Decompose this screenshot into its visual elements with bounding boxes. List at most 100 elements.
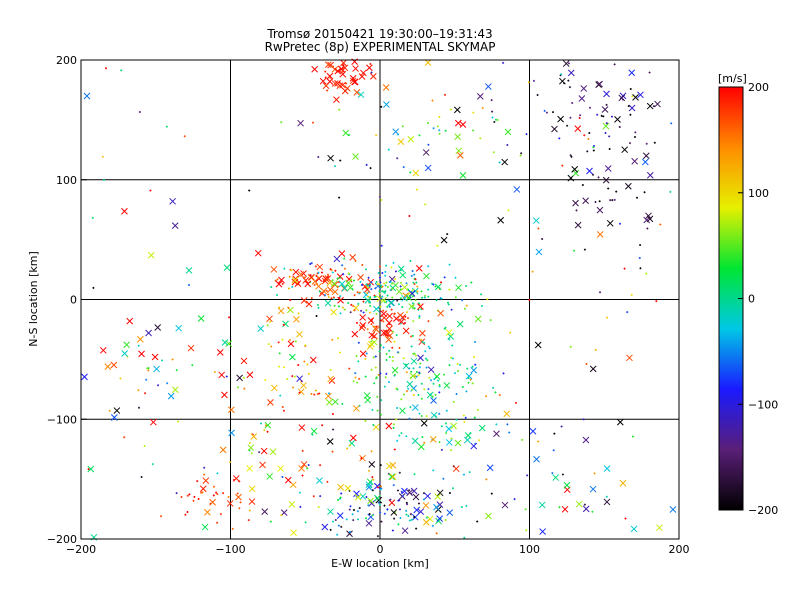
cross-point-102	[454, 133, 462, 141]
dot-point-267	[454, 276, 457, 279]
dot-point-1201	[236, 386, 239, 389]
dot-point-98	[653, 141, 656, 144]
cross-point-776	[325, 398, 333, 406]
dot-point-427	[388, 305, 391, 308]
cross-point-928	[365, 483, 373, 491]
cross-point-806	[267, 399, 274, 406]
dot-point-1035	[301, 474, 304, 477]
cross-point-1044	[331, 398, 339, 406]
cross-point-187	[646, 215, 654, 223]
cross-point-15	[326, 72, 334, 80]
dot-point-48	[567, 62, 570, 65]
dot-point-1183	[652, 105, 655, 108]
cross-point-385	[397, 265, 405, 273]
dot-point-674	[392, 330, 395, 333]
dot-point-68	[618, 126, 621, 129]
dot-point-721	[396, 406, 399, 409]
cross-point-859	[346, 530, 353, 538]
dot-point-97	[604, 131, 607, 134]
dot-point-294	[384, 284, 387, 287]
dot-point-1136	[638, 256, 641, 259]
dot-point-840	[365, 496, 368, 499]
cross-point-784	[287, 340, 295, 348]
cross-point-673	[310, 427, 318, 435]
dot-point-162	[541, 237, 544, 240]
dot-point-1153	[495, 423, 498, 426]
cross-point-1043	[327, 508, 334, 516]
dot-point-757	[143, 445, 146, 448]
dot-point-726	[372, 356, 375, 359]
dot-point-463	[391, 287, 394, 290]
dot-point-722	[402, 357, 405, 360]
dot-point-1245	[645, 272, 648, 275]
cross-point-1250	[603, 498, 611, 506]
dot-point-638	[400, 398, 403, 401]
cross-point-891	[410, 487, 418, 495]
dot-point-88	[613, 63, 616, 66]
dot-point-577	[445, 432, 448, 435]
dot-point-1199	[149, 189, 152, 192]
dot-point-520	[375, 325, 378, 328]
dot-point-704	[402, 393, 405, 396]
dot-point-440	[384, 270, 387, 273]
dot-point-322	[392, 261, 395, 264]
dot-point-412	[416, 285, 419, 288]
dot-point-985	[247, 519, 250, 522]
dot-point-739	[267, 343, 270, 346]
dot-point-823	[175, 369, 178, 372]
dot-point-268	[465, 304, 468, 307]
dot-point-1138	[606, 316, 609, 319]
dot-point-649	[464, 416, 467, 419]
cross-point-59	[654, 100, 661, 108]
dot-point-590	[376, 395, 379, 398]
dot-point-387	[378, 292, 381, 295]
dot-point-1113	[91, 216, 94, 219]
dot-point-553	[405, 435, 408, 438]
cross-point-1198	[223, 264, 231, 271]
dot-point-724	[428, 347, 431, 350]
dot-point-1070	[506, 423, 509, 426]
dot-point-441	[287, 306, 290, 309]
dot-point-91	[608, 148, 611, 151]
dot-point-579	[415, 370, 418, 373]
dot-point-587	[473, 356, 476, 359]
dot-point-760	[177, 420, 180, 423]
dot-point-906	[448, 492, 451, 495]
dot-point-405	[362, 311, 365, 314]
dot-point-1242	[573, 249, 576, 252]
dot-point-169	[598, 200, 601, 203]
cross-point-43	[603, 90, 610, 98]
dot-point-925	[407, 515, 410, 518]
dot-point-595	[478, 439, 481, 442]
dot-point-316	[331, 279, 334, 282]
dot-point-289	[343, 257, 346, 260]
dot-point-356	[420, 290, 423, 293]
dot-point-1032	[372, 423, 375, 426]
dot-point-249	[330, 297, 333, 300]
dot-point-797	[288, 339, 291, 342]
cross-point-625	[433, 373, 441, 380]
dot-point-914	[401, 494, 404, 497]
dot-point-164	[611, 199, 614, 202]
dot-point-282	[382, 290, 385, 293]
x-tick-label-0: −200	[66, 543, 96, 556]
dot-point-73	[600, 114, 603, 117]
dot-point-1007	[423, 441, 426, 444]
cross-point-16	[351, 78, 359, 86]
dot-point-1177	[370, 71, 373, 74]
dot-point-647	[412, 320, 415, 323]
dot-point-566	[379, 372, 382, 375]
dot-point-167	[581, 184, 584, 187]
cross-point-261	[338, 250, 346, 257]
cross-point-1079	[669, 506, 677, 513]
y-axis-label: N-S location [km]	[27, 251, 40, 347]
dot-point-160	[634, 136, 637, 139]
dot-point-460	[391, 296, 394, 299]
cross-point-665	[443, 382, 451, 389]
dot-point-32	[369, 63, 372, 66]
dot-point-247	[304, 276, 307, 279]
dot-point-1049	[346, 447, 349, 450]
x-axis-label: E-W location [km]	[331, 557, 429, 570]
dot-point-1060	[560, 425, 563, 428]
dot-point-603	[424, 350, 427, 353]
